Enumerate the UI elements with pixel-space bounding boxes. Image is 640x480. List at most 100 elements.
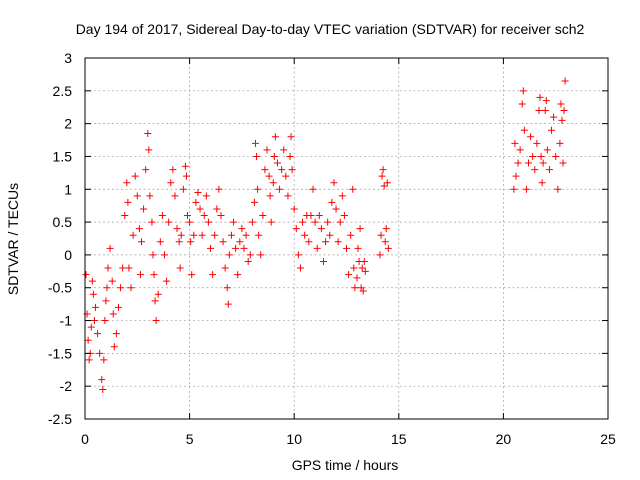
data-point	[377, 231, 385, 239]
data-point	[182, 172, 190, 180]
data-point	[514, 159, 522, 167]
x-tick-label: 15	[391, 431, 407, 447]
axis-ticks	[84, 57, 609, 420]
data-point	[380, 182, 388, 190]
data-point	[232, 244, 240, 252]
x-tick-label: 20	[496, 431, 512, 447]
data-point	[121, 212, 129, 220]
data-point	[520, 126, 528, 134]
y-tick-label: 0	[64, 247, 72, 263]
data-point	[198, 231, 206, 239]
data-point	[101, 317, 109, 325]
data-point	[225, 251, 233, 259]
data-point	[259, 212, 267, 220]
y-tick-label: 0.5	[53, 214, 73, 230]
y-tick-label: -0.5	[48, 280, 72, 296]
data-point	[538, 179, 546, 187]
data-point	[290, 205, 298, 213]
data-point	[282, 172, 290, 180]
data-point	[151, 297, 159, 305]
data-point	[234, 271, 242, 279]
data-point	[142, 166, 150, 174]
y-tick-label: 2.5	[53, 83, 73, 99]
data-point	[99, 385, 107, 393]
data-points	[82, 77, 569, 393]
data-point	[129, 231, 137, 239]
data-point	[98, 376, 106, 384]
data-point	[284, 192, 292, 200]
data-point	[253, 152, 261, 160]
data-point	[560, 107, 568, 115]
data-point	[263, 146, 271, 154]
data-point	[175, 238, 183, 246]
data-point	[236, 238, 244, 246]
data-point	[181, 162, 189, 170]
data-point	[539, 159, 547, 167]
data-point	[558, 116, 566, 124]
data-point	[88, 277, 96, 285]
data-point	[525, 159, 533, 167]
data-point	[85, 356, 93, 364]
data-point	[533, 139, 541, 147]
data-point	[309, 185, 317, 193]
data-point	[542, 97, 550, 105]
data-point	[353, 274, 361, 282]
data-point	[187, 238, 195, 246]
data-point	[330, 179, 338, 187]
data-point	[266, 192, 274, 200]
data-point	[124, 198, 132, 206]
data-point	[315, 212, 323, 220]
data-point	[336, 218, 344, 226]
data-point	[119, 264, 127, 272]
data-point	[548, 126, 556, 134]
data-point	[152, 317, 160, 325]
data-point	[376, 251, 384, 259]
y-tick-label: 3	[64, 50, 72, 66]
data-point	[202, 192, 210, 200]
data-point	[112, 330, 120, 338]
data-point	[110, 343, 118, 351]
data-point	[351, 284, 359, 292]
data-point	[215, 185, 223, 193]
data-point	[340, 212, 348, 220]
data-point	[104, 264, 112, 272]
data-point	[317, 225, 325, 233]
data-point	[238, 225, 246, 233]
data-point	[221, 264, 229, 272]
data-point	[94, 330, 102, 338]
y-tick-label: 2	[64, 116, 72, 132]
data-point	[278, 166, 286, 174]
data-point	[200, 212, 208, 220]
data-point	[276, 185, 284, 193]
data-point	[287, 133, 295, 141]
x-axis-label: GPS time / hours	[292, 457, 399, 473]
data-point	[518, 100, 526, 108]
data-point	[257, 251, 265, 259]
data-point	[254, 185, 262, 193]
data-point	[379, 166, 387, 174]
data-point	[84, 336, 92, 344]
y-tick-label: -1	[60, 313, 73, 329]
data-point	[269, 179, 277, 187]
data-point	[137, 238, 145, 246]
data-point	[167, 179, 175, 187]
data-point	[196, 205, 204, 213]
data-point	[261, 166, 269, 174]
data-point	[332, 205, 340, 213]
data-point	[305, 238, 313, 246]
data-point	[213, 205, 221, 213]
data-point	[135, 225, 143, 233]
data-point	[223, 284, 231, 292]
data-point	[265, 172, 273, 180]
data-point	[248, 218, 256, 226]
data-point	[554, 185, 562, 193]
data-point	[158, 212, 166, 220]
data-point	[270, 152, 278, 160]
data-point	[382, 225, 390, 233]
data-point	[207, 244, 215, 252]
data-point	[273, 159, 281, 167]
x-tick-label: 5	[186, 431, 194, 447]
data-point	[559, 159, 567, 167]
data-point	[322, 238, 330, 246]
y-tick-label: -2.5	[48, 411, 72, 427]
